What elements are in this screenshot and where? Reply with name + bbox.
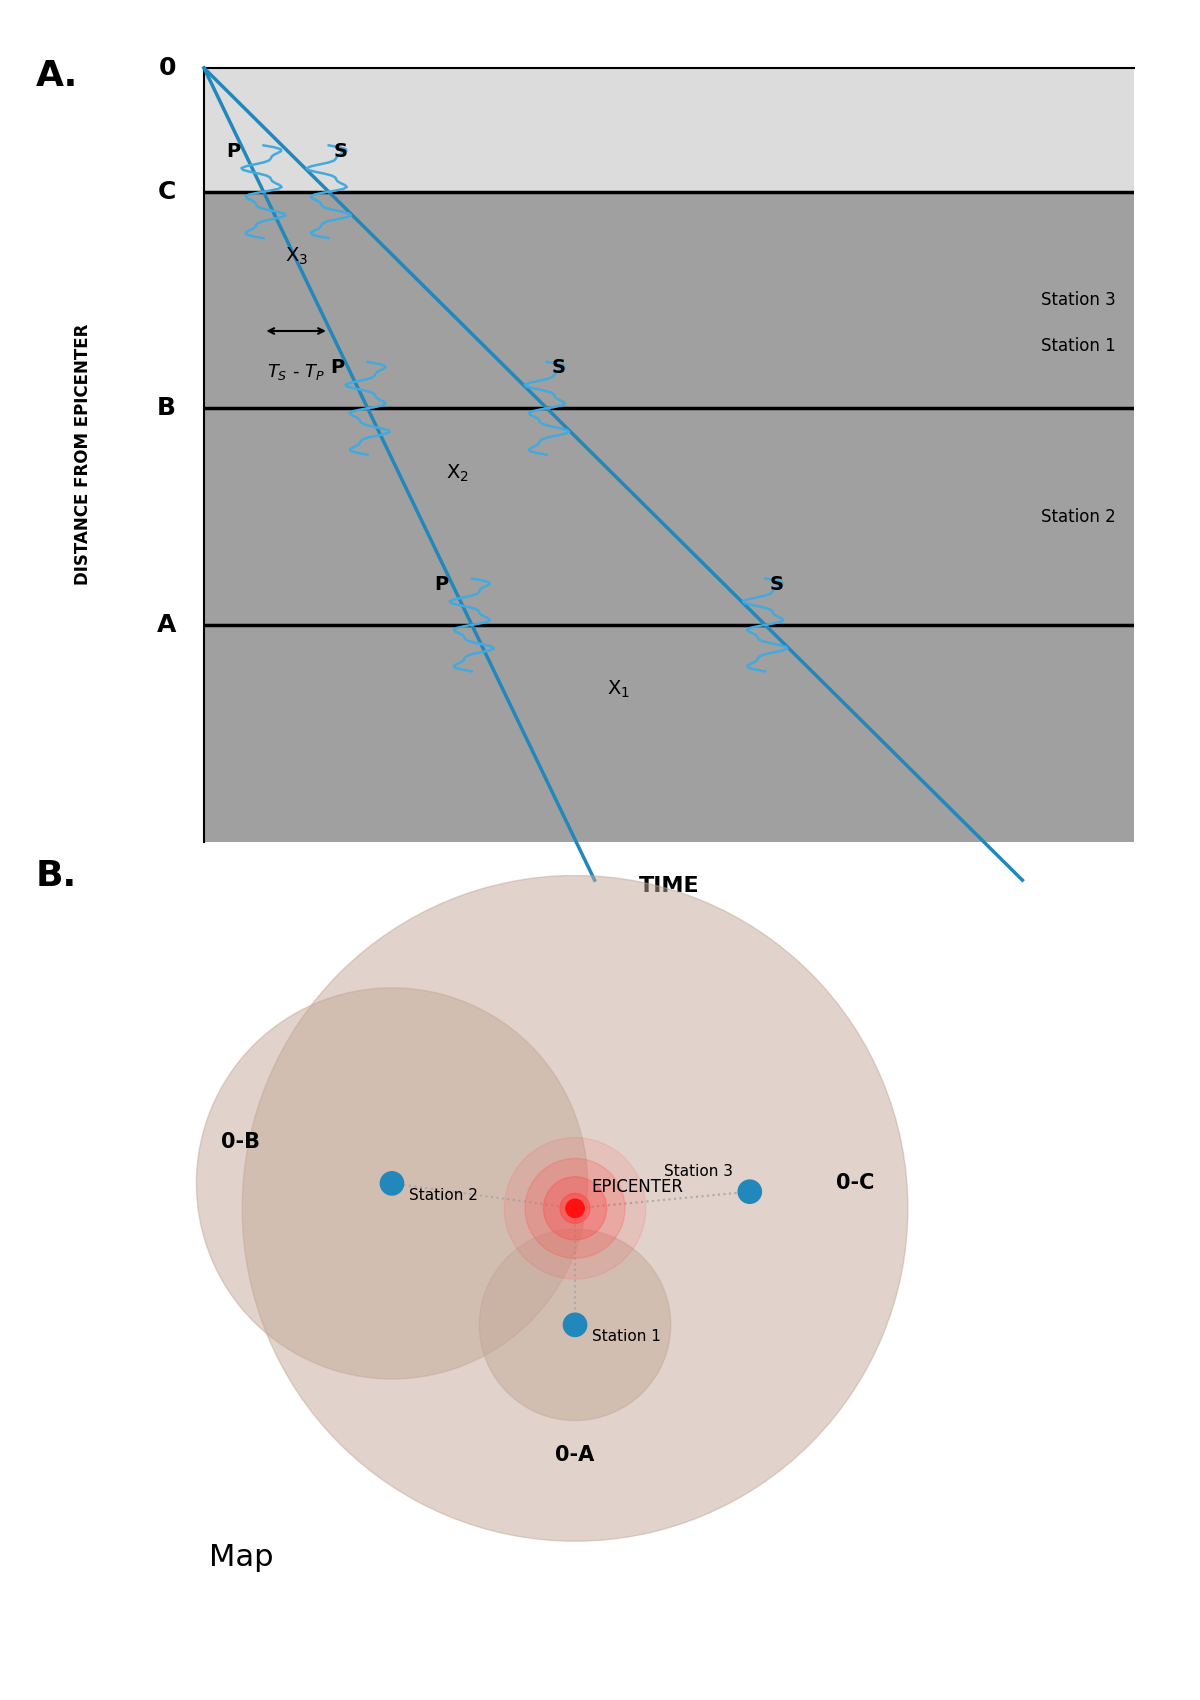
Text: Station 3: Station 3	[1040, 291, 1116, 309]
Text: X$_3$: X$_3$	[284, 246, 307, 267]
Text: S: S	[770, 575, 784, 593]
Text: 0-C: 0-C	[836, 1173, 875, 1193]
Text: DISTANCE FROM EPICENTER: DISTANCE FROM EPICENTER	[74, 325, 92, 585]
Text: TIME: TIME	[638, 876, 700, 896]
Text: X$_2$: X$_2$	[446, 462, 469, 484]
Text: P: P	[330, 359, 344, 377]
Text: 0-B: 0-B	[221, 1132, 260, 1153]
Text: Station 1: Station 1	[592, 1329, 660, 1345]
Text: Station 3: Station 3	[664, 1164, 733, 1180]
Text: A.: A.	[36, 60, 78, 94]
Text: B.: B.	[36, 858, 77, 892]
Circle shape	[479, 1229, 671, 1421]
Circle shape	[526, 1158, 625, 1258]
Text: S: S	[334, 141, 347, 162]
Text: Station 2: Station 2	[1040, 508, 1116, 525]
Circle shape	[738, 1180, 762, 1204]
Text: P: P	[226, 141, 240, 162]
Bar	[204, 192, 1134, 408]
Text: 0: 0	[158, 56, 176, 80]
Text: Station 1: Station 1	[1040, 338, 1116, 355]
Circle shape	[197, 988, 588, 1379]
Circle shape	[560, 1193, 590, 1224]
Text: S: S	[552, 359, 565, 377]
Bar	[204, 408, 1134, 626]
Text: A: A	[157, 614, 176, 638]
Circle shape	[380, 1171, 403, 1195]
Text: Map: Map	[209, 1544, 274, 1573]
Text: X$_1$: X$_1$	[607, 678, 630, 700]
Text: 0-A: 0-A	[556, 1445, 595, 1465]
Circle shape	[544, 1176, 607, 1239]
Text: B: B	[157, 396, 176, 420]
Circle shape	[242, 876, 908, 1542]
Bar	[204, 192, 1134, 842]
Text: EPICENTER: EPICENTER	[592, 1178, 684, 1195]
Text: Station 2: Station 2	[409, 1188, 478, 1202]
Circle shape	[504, 1137, 646, 1278]
Circle shape	[566, 1198, 584, 1217]
Bar	[204, 68, 1134, 626]
Circle shape	[563, 1312, 587, 1336]
Text: P: P	[434, 575, 449, 593]
Text: $T_S$ - $T_P$: $T_S$ - $T_P$	[268, 362, 325, 382]
Text: C: C	[157, 180, 176, 204]
